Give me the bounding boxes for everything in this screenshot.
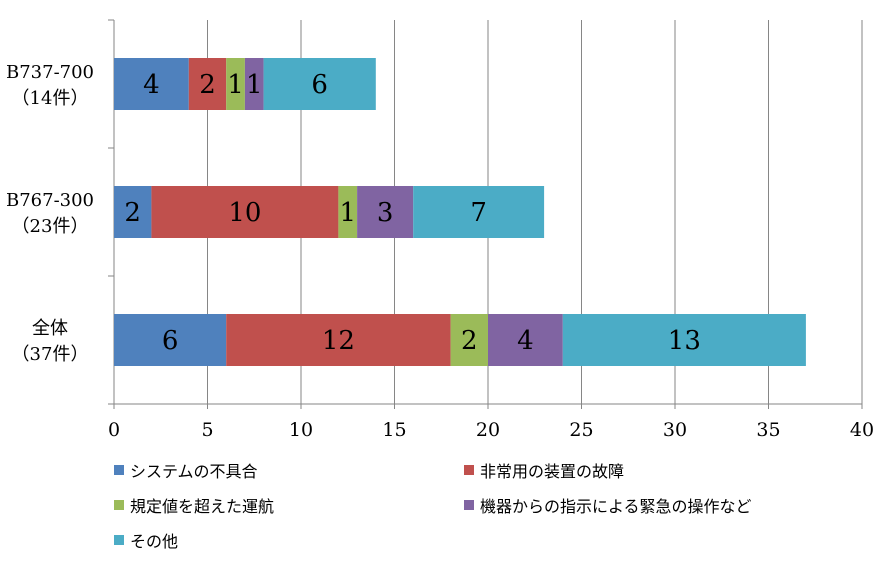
- x-tick-label: 15: [382, 419, 406, 441]
- x-tick-label: 35: [756, 419, 780, 441]
- data-label: 1: [246, 70, 263, 100]
- bar-segment: [226, 314, 451, 366]
- data-label: 1: [227, 70, 244, 100]
- category-label: B737-700: [6, 62, 94, 83]
- bar-segment: [562, 314, 806, 366]
- x-tick-label: 0: [108, 419, 120, 441]
- bar-segment: [357, 186, 414, 238]
- data-label: 4: [517, 326, 534, 356]
- bar-segment: [244, 58, 264, 110]
- category-sublabel: （23件）: [12, 216, 89, 237]
- bar-segment: [450, 314, 488, 366]
- category-sublabel: （14件）: [12, 88, 89, 109]
- category-sublabel: （37件）: [12, 344, 89, 365]
- data-label: 12: [322, 326, 355, 356]
- bar-segment: [114, 58, 189, 110]
- bar-segment: [488, 314, 563, 366]
- category-label: B767-300: [6, 190, 94, 211]
- bar-segment: [338, 186, 358, 238]
- category-label: 全体: [32, 318, 68, 339]
- bar-segment: [151, 186, 339, 238]
- x-tick-label: 10: [289, 419, 313, 441]
- data-label: 10: [228, 198, 261, 228]
- data-label: 2: [199, 70, 216, 100]
- x-tick-label: 25: [569, 419, 593, 441]
- data-label: 4: [143, 70, 160, 100]
- bar-segment: [263, 58, 376, 110]
- data-label: 6: [162, 326, 179, 356]
- bar-segment: [226, 58, 245, 110]
- bar-segment: [413, 186, 545, 238]
- data-label: 7: [470, 198, 487, 228]
- data-label: 2: [461, 326, 478, 356]
- data-label: 6: [311, 70, 328, 100]
- data-label: 2: [124, 198, 141, 228]
- x-tick-label: 5: [201, 419, 213, 441]
- data-label: 1: [339, 198, 356, 228]
- bar-segment: [114, 186, 152, 238]
- bar-segment: [188, 58, 227, 110]
- x-tick-label: 20: [476, 419, 500, 441]
- x-tick-label: 40: [850, 419, 874, 441]
- x-tick-label: 30: [663, 419, 687, 441]
- data-label: 3: [377, 198, 394, 228]
- bar-segment: [114, 314, 227, 366]
- data-label: 13: [668, 326, 701, 356]
